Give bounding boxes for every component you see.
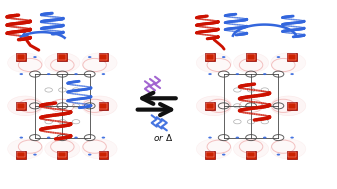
Circle shape bbox=[208, 73, 212, 75]
Bar bbox=[247, 54, 255, 60]
Circle shape bbox=[47, 137, 51, 139]
Circle shape bbox=[236, 73, 239, 75]
Circle shape bbox=[20, 137, 23, 139]
Bar bbox=[99, 54, 107, 60]
Bar bbox=[246, 53, 256, 61]
Bar bbox=[18, 103, 25, 109]
Bar bbox=[18, 152, 25, 157]
Circle shape bbox=[196, 96, 232, 116]
Bar bbox=[17, 102, 26, 110]
Circle shape bbox=[234, 139, 269, 159]
Circle shape bbox=[82, 53, 117, 73]
Circle shape bbox=[290, 73, 294, 75]
Circle shape bbox=[47, 73, 51, 75]
Circle shape bbox=[263, 137, 267, 139]
Bar bbox=[99, 103, 107, 109]
Circle shape bbox=[234, 53, 269, 73]
Bar bbox=[206, 152, 214, 157]
Circle shape bbox=[263, 73, 267, 75]
Bar bbox=[287, 151, 297, 159]
Bar bbox=[206, 103, 214, 109]
Circle shape bbox=[271, 139, 306, 159]
Circle shape bbox=[222, 154, 225, 156]
Text: or $\Delta$: or $\Delta$ bbox=[153, 132, 174, 143]
Bar bbox=[205, 102, 215, 110]
Bar bbox=[247, 152, 255, 157]
Circle shape bbox=[277, 154, 280, 156]
Circle shape bbox=[196, 139, 232, 159]
Circle shape bbox=[88, 56, 91, 58]
Bar bbox=[287, 53, 297, 61]
Bar bbox=[18, 54, 25, 60]
Bar bbox=[206, 54, 214, 60]
Bar bbox=[205, 53, 215, 61]
Circle shape bbox=[277, 56, 280, 58]
Circle shape bbox=[8, 139, 43, 159]
Bar bbox=[205, 151, 215, 159]
Bar bbox=[58, 152, 66, 157]
Circle shape bbox=[45, 53, 80, 73]
Circle shape bbox=[222, 56, 225, 58]
Circle shape bbox=[82, 139, 117, 159]
Bar bbox=[288, 103, 296, 109]
Circle shape bbox=[74, 137, 78, 139]
Circle shape bbox=[33, 56, 37, 58]
Bar bbox=[288, 54, 296, 60]
Circle shape bbox=[45, 139, 80, 159]
Bar bbox=[287, 102, 297, 110]
Circle shape bbox=[271, 53, 306, 73]
Bar bbox=[17, 151, 26, 159]
Circle shape bbox=[102, 73, 105, 75]
Circle shape bbox=[8, 53, 43, 73]
Bar bbox=[17, 53, 26, 61]
Bar bbox=[98, 53, 108, 61]
Bar bbox=[98, 151, 108, 159]
Circle shape bbox=[33, 154, 37, 156]
Bar bbox=[246, 151, 256, 159]
Bar bbox=[58, 54, 66, 60]
Bar bbox=[98, 102, 108, 110]
Bar bbox=[57, 151, 67, 159]
Bar bbox=[288, 152, 296, 157]
Circle shape bbox=[102, 137, 105, 139]
Circle shape bbox=[271, 96, 306, 116]
Circle shape bbox=[290, 137, 294, 139]
Bar bbox=[99, 152, 107, 157]
Circle shape bbox=[208, 137, 212, 139]
Circle shape bbox=[82, 96, 117, 116]
Circle shape bbox=[8, 96, 43, 116]
Bar bbox=[57, 53, 67, 61]
Circle shape bbox=[236, 137, 239, 139]
Circle shape bbox=[74, 73, 78, 75]
Circle shape bbox=[88, 154, 91, 156]
Circle shape bbox=[20, 73, 23, 75]
Circle shape bbox=[196, 53, 232, 73]
